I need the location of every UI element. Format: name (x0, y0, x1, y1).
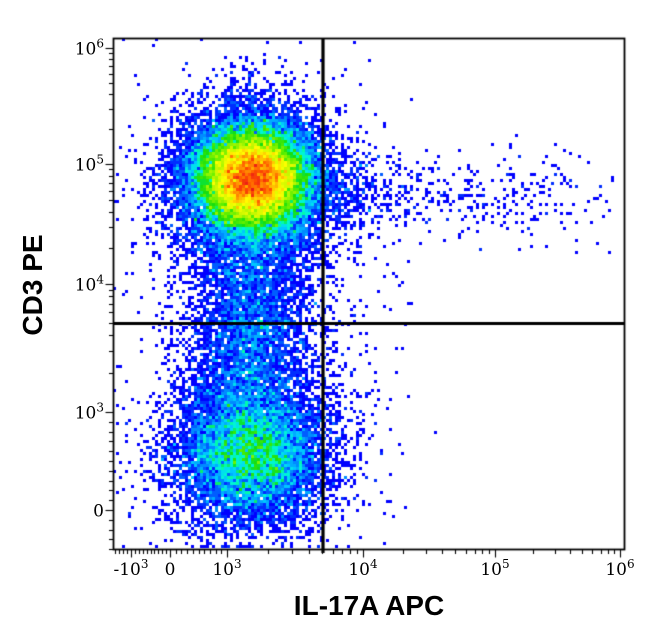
x-axis-title: IL-17A APC (293, 590, 445, 621)
x-tick-label: 104 (348, 557, 378, 580)
y-tick-label: 103 (74, 400, 104, 424)
y-tick-label: 105 (74, 152, 104, 176)
y-tick-label: 106 (74, 36, 104, 60)
x-tick-label: 105 (480, 557, 510, 580)
x-tick-label: 106 (605, 557, 635, 580)
y-axis-title: CD3 PE (17, 234, 48, 336)
x-tick-label: 103 (212, 557, 242, 580)
y-tick-label: 104 (74, 272, 104, 296)
x-tick-label: -103 (113, 557, 149, 580)
x-tick-label: 0 (164, 560, 176, 580)
y-tick-label: 0 (93, 501, 104, 522)
